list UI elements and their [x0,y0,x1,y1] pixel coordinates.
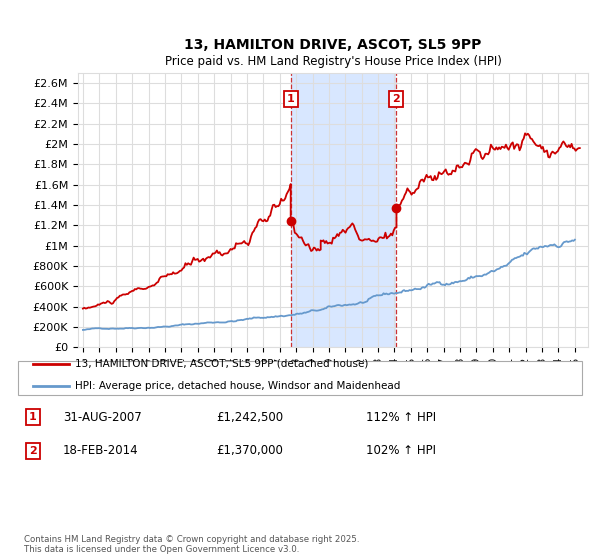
Text: 2: 2 [392,94,400,104]
Text: 1: 1 [287,94,295,104]
Bar [290,73,397,347]
Text: 1: 1 [29,412,37,422]
Text: 112% ↑ HPI: 112% ↑ HPI [366,410,436,424]
Text: Price paid vs. HM Land Registry's House Price Index (HPI): Price paid vs. HM Land Registry's House … [164,55,502,68]
Text: HPI: Average price, detached house, Windsor and Maidenhead: HPI: Average price, detached house, Wind… [75,381,400,391]
Text: 18-FEB-2014: 18-FEB-2014 [63,444,139,458]
Text: £1,242,500: £1,242,500 [216,410,283,424]
Text: 13, HAMILTON DRIVE, ASCOT, SL5 9PP (detached house): 13, HAMILTON DRIVE, ASCOT, SL5 9PP (deta… [75,359,368,369]
Text: Contains HM Land Registry data © Crown copyright and database right 2025.
This d: Contains HM Land Registry data © Crown c… [24,535,359,554]
Text: 31-AUG-2007: 31-AUG-2007 [63,410,142,424]
Text: 13, HAMILTON DRIVE, ASCOT, SL5 9PP: 13, HAMILTON DRIVE, ASCOT, SL5 9PP [184,38,482,52]
Text: 102% ↑ HPI: 102% ↑ HPI [366,444,436,458]
Text: 2: 2 [29,446,37,456]
Text: £1,370,000: £1,370,000 [216,444,283,458]
